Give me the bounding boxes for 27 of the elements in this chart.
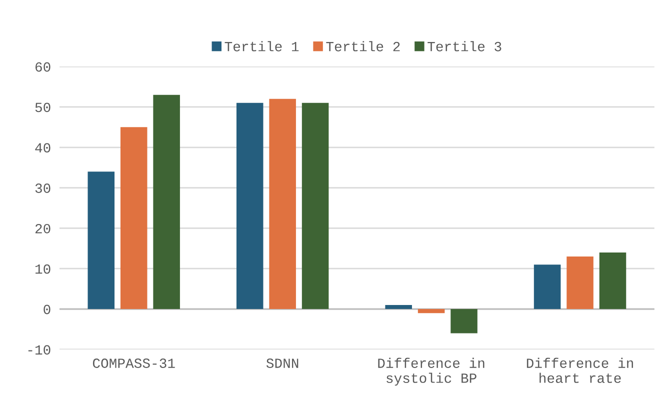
y-tick-label: 40 [35,143,50,153]
x-tick-label: Difference in systolic BP [378,358,484,386]
y-tick-label: 20 [35,224,50,234]
legend-label: Tertile 3 [428,41,502,52]
y-tick-label: 0 [44,304,50,314]
bar [88,172,115,310]
bar [236,102,264,310]
bar [120,127,148,310]
bar [599,252,626,310]
bar [566,256,594,310]
x-tick-label: COMPASS-31 [92,358,175,368]
bar [534,264,561,310]
y-tick-label: -10 [28,345,50,355]
y-tick-label: 30 [35,184,50,193]
y-tick-label: 50 [35,102,50,112]
legend-label: Tertile 1 [224,41,299,52]
y-tick-label: 10 [35,264,50,274]
x-tick-label: Difference in heart rate [526,358,633,383]
y-tick-label: 60 [36,62,50,72]
bar [153,94,180,310]
bar [269,98,296,310]
bar [385,304,412,310]
x-tick-label: SDNN [266,358,298,368]
bar [450,309,478,334]
bar [418,309,445,314]
bar [302,102,329,310]
legend-label: Tertile 2 [326,41,400,52]
